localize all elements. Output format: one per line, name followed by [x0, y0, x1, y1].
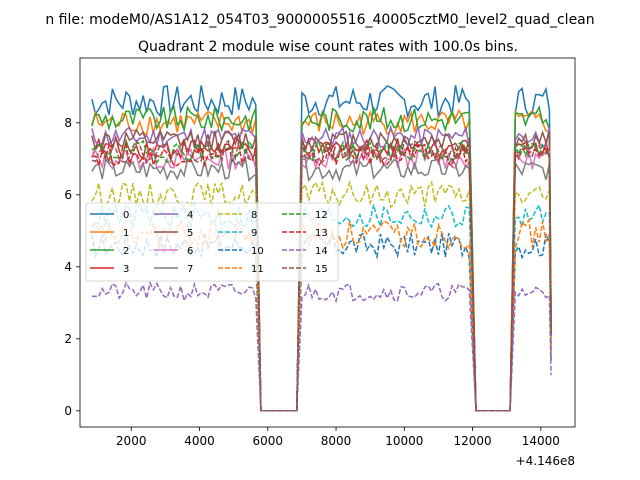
series-line-4 [91, 124, 552, 412]
axes-frame [79, 57, 576, 428]
legend-item-10: 10 [218, 246, 264, 257]
series-line-14 [91, 280, 552, 412]
legend-item-12: 12 [282, 210, 328, 221]
legend-label: 12 [315, 210, 328, 221]
x-tick-label: 10000 [385, 434, 423, 448]
legend-item-2: 2 [90, 246, 129, 257]
y-axis-ticks: 0 2 4 6 8 [64, 116, 80, 418]
legend-item-6: 6 [154, 246, 193, 257]
legend-label: 7 [187, 264, 193, 275]
x-axis-offset-label: +4.146e8 [516, 454, 575, 468]
legend-label: 1 [123, 228, 129, 239]
x-tick-label: 4000 [184, 434, 215, 448]
legend-label: 8 [251, 210, 257, 221]
legend-item-15: 15 [282, 264, 328, 275]
series-line-12 [91, 138, 552, 412]
legend-label: 2 [123, 246, 129, 257]
legend-label: 0 [123, 210, 129, 221]
legend-item-7: 7 [154, 264, 193, 275]
legend-item-3: 3 [90, 264, 129, 275]
legend-label: 6 [187, 246, 193, 257]
legend-item-11: 11 [218, 264, 264, 275]
legend-label: 11 [251, 264, 264, 275]
legend-item-0: 0 [90, 210, 129, 221]
x-tick-label: 6000 [252, 434, 283, 448]
figure-suptitle: n file: modeM0/AS1A12_054T03_9000005516_… [45, 12, 594, 28]
x-tick-label: 8000 [321, 434, 352, 448]
legend-label: 5 [187, 228, 193, 239]
y-tick-label: 2 [64, 332, 72, 346]
legend-item-13: 13 [282, 228, 328, 239]
chart-title: Quadrant 2 module wise count rates with … [138, 39, 518, 55]
legend-item-8: 8 [218, 210, 257, 221]
series-line-13 [91, 142, 552, 412]
legend-label: 9 [251, 228, 257, 239]
y-tick-label: 8 [64, 116, 72, 130]
series-line-2 [91, 104, 552, 412]
x-tick-label: 14000 [522, 434, 560, 448]
legend-box [85, 202, 339, 282]
legend-item-9: 9 [218, 228, 257, 239]
series-line-15 [91, 138, 552, 412]
legend-item-14: 14 [282, 246, 328, 257]
y-tick-label: 6 [64, 188, 72, 202]
legend-label: 4 [187, 210, 193, 221]
legend-item-1: 1 [90, 228, 129, 239]
y-tick-label: 4 [64, 260, 72, 274]
x-tick-label: 12000 [453, 434, 491, 448]
legend-label: 13 [315, 228, 328, 239]
legend-label: 14 [315, 246, 328, 257]
legend-label: 15 [315, 264, 328, 275]
x-axis-ticks: 2000 4000 6000 8000 10000 12000 14000 [116, 427, 560, 448]
legend-label: 10 [251, 246, 264, 257]
y-tick-label: 0 [64, 404, 72, 418]
legend-label: 3 [123, 264, 129, 275]
legend-item-4: 4 [154, 210, 193, 221]
x-tick-label: 2000 [116, 434, 147, 448]
legend-item-5: 5 [154, 228, 193, 239]
